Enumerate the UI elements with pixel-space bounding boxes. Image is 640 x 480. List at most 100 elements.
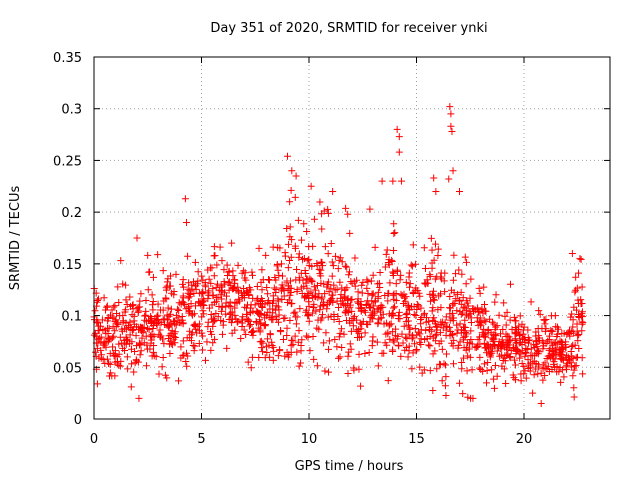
data-point — [378, 177, 386, 185]
data-point — [570, 303, 578, 311]
data-point — [113, 319, 121, 327]
data-point — [522, 374, 530, 382]
data-point — [296, 305, 304, 313]
data-point — [122, 296, 130, 304]
data-point — [182, 357, 190, 365]
data-point — [426, 272, 434, 280]
data-point — [338, 343, 346, 351]
data-point — [468, 340, 476, 348]
data-point — [568, 310, 576, 318]
data-point — [191, 258, 199, 266]
data-point — [132, 332, 140, 340]
data-point — [537, 369, 545, 377]
data-point — [175, 377, 183, 385]
data-point — [478, 329, 486, 337]
data-point — [517, 377, 525, 385]
data-point — [295, 274, 303, 282]
data-point — [426, 367, 434, 375]
data-point — [331, 336, 339, 344]
data-point — [205, 275, 213, 283]
data-point — [514, 325, 522, 333]
data-point — [413, 306, 421, 314]
data-point — [130, 325, 138, 333]
data-point — [109, 332, 117, 340]
data-point — [295, 253, 303, 261]
data-point — [483, 379, 491, 387]
data-point — [405, 342, 413, 350]
data-point — [132, 356, 140, 364]
data-point — [407, 261, 415, 269]
data-point — [509, 344, 517, 352]
data-point — [287, 342, 295, 350]
data-point — [136, 339, 144, 347]
data-point — [166, 272, 174, 280]
data-point — [449, 167, 457, 175]
data-point — [243, 289, 251, 297]
data-point — [310, 304, 318, 312]
data-point — [578, 354, 586, 362]
data-point — [392, 325, 400, 333]
data-point — [300, 282, 308, 290]
data-point — [463, 311, 471, 319]
data-point — [437, 304, 445, 312]
data-point — [434, 251, 442, 259]
data-point — [429, 304, 437, 312]
data-point — [493, 322, 501, 330]
data-point — [336, 329, 344, 337]
data-point — [578, 327, 586, 335]
data-point — [287, 253, 295, 261]
data-point — [364, 278, 372, 286]
data-point — [148, 352, 156, 360]
data-point — [452, 270, 460, 278]
data-point — [284, 298, 292, 306]
data-point — [225, 267, 233, 275]
data-point — [493, 372, 501, 380]
data-point — [159, 335, 167, 343]
x-tick-label: 0 — [90, 432, 98, 447]
data-point — [187, 337, 195, 345]
data-point — [474, 336, 482, 344]
data-point — [258, 304, 266, 312]
data-point — [557, 378, 565, 386]
data-point — [427, 234, 435, 242]
data-point — [518, 347, 526, 355]
data-point — [226, 302, 234, 310]
data-point — [371, 243, 379, 251]
data-point — [412, 312, 420, 320]
data-point — [474, 342, 482, 350]
data-point — [481, 333, 489, 341]
data-point — [430, 256, 438, 264]
data-point — [108, 306, 116, 314]
data-point — [406, 325, 414, 333]
data-point — [447, 328, 455, 336]
data-point — [232, 315, 240, 323]
data-point — [553, 368, 561, 376]
data-point — [495, 311, 503, 319]
data-point — [285, 256, 293, 264]
data-point — [358, 289, 366, 297]
data-point — [443, 323, 451, 331]
data-point — [458, 359, 466, 367]
data-point — [173, 305, 181, 313]
data-point — [409, 241, 417, 249]
data-point — [338, 325, 346, 333]
data-point — [278, 272, 286, 280]
data-point — [191, 282, 199, 290]
data-point — [487, 329, 495, 337]
data-point — [409, 289, 417, 297]
data-point — [375, 279, 383, 287]
data-point — [569, 323, 577, 331]
data-point — [258, 344, 266, 352]
data-point — [547, 312, 555, 320]
data-point — [112, 322, 120, 330]
data-point — [166, 282, 174, 290]
data-point — [579, 319, 587, 327]
data-point — [284, 264, 292, 272]
data-point — [473, 314, 481, 322]
data-point — [484, 345, 492, 353]
data-point — [454, 290, 462, 298]
data-point — [492, 291, 500, 299]
data-point — [149, 324, 157, 332]
data-point — [156, 326, 164, 334]
data-point — [366, 303, 374, 311]
